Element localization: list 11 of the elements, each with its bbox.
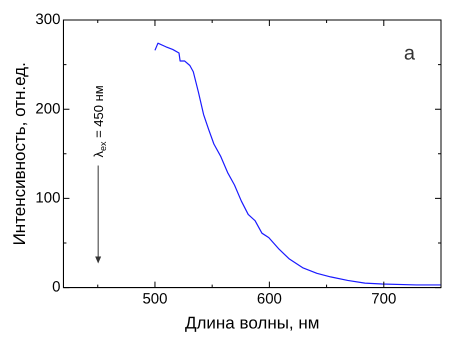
y-tick-label: 100 bbox=[35, 190, 60, 207]
annotation: λex = 450 нм bbox=[91, 85, 108, 158]
x-tick-label: 500 bbox=[142, 290, 168, 308]
x-tick-label: 600 bbox=[256, 290, 282, 308]
y-tick-label: 0 bbox=[52, 278, 60, 296]
y-tick-label: 200 bbox=[35, 100, 60, 118]
y-axis-title: Интенсивность, отн.ед. bbox=[10, 62, 29, 246]
x-tick-label: 700 bbox=[371, 290, 396, 308]
y-tick-label: 300 bbox=[35, 11, 60, 28]
x-axis-title: Длина волны, нм bbox=[184, 313, 320, 332]
annotation: а bbox=[404, 42, 416, 65]
